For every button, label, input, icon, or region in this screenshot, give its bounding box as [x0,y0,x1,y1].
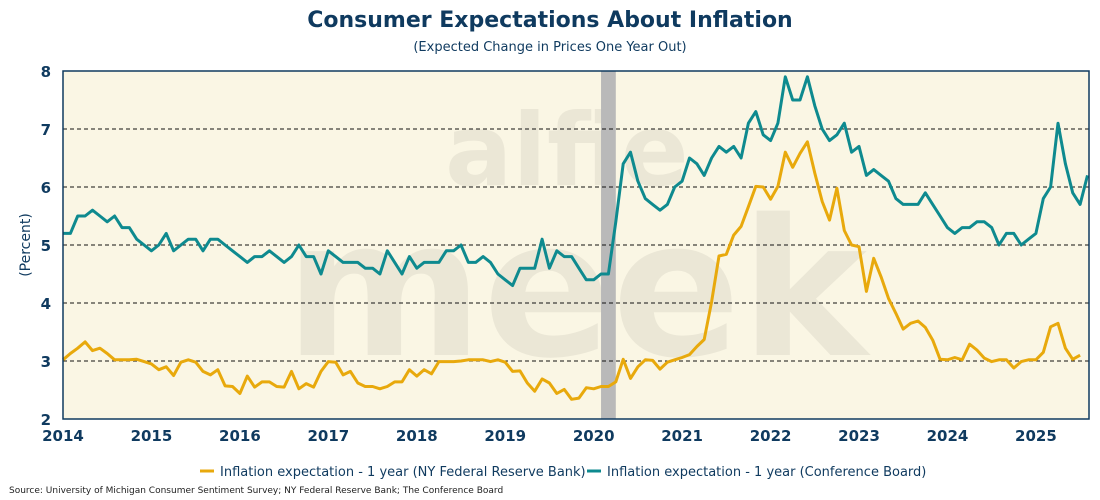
x-tick-label: 2018 [396,427,438,445]
watermark: alfie meek [285,92,871,400]
y-axis-label: (Percent) [18,213,34,277]
y-tick-label: 2 [41,411,51,429]
chart-subtitle: (Expected Change in Prices One Year Out) [413,40,687,55]
x-tick-label: 2022 [750,427,792,445]
plot-border [62,70,1090,420]
x-tick-label: 2019 [484,427,526,445]
x-tick-label: 2020 [573,427,615,445]
recession-band [601,71,616,419]
x-tick-label: 2023 [838,427,880,445]
legend-label-conference-board: Inflation expectation - 1 year (Conferen… [607,465,926,480]
x-tick-label: 2015 [131,427,173,445]
x-tick-label: 2024 [927,427,969,445]
y-tick-label: 6 [41,179,51,197]
series-line-ny-fed [62,140,1081,401]
series-line-conference-board [63,75,1089,288]
source-note: Source: University of Michigan Consumer … [9,486,504,496]
x-tick-label: 2016 [219,427,261,445]
y-tick-label: 7 [41,121,51,139]
y-tick-label: 3 [41,353,51,371]
chart-title: Consumer Expectations About Inflation [307,8,793,33]
y-tick-label: 8 [41,63,51,81]
x-tick-label: 2014 [42,427,84,445]
legend: Inflation expectation - 1 year (NY Feder… [200,465,926,480]
x-tick-label: 2021 [661,427,703,445]
watermark-text: meek [285,179,871,400]
y-tick-label: 5 [41,237,51,255]
watermark-text: alfie [445,92,689,209]
x-tick-label: 2017 [307,427,349,445]
x-tick-label: 2025 [1015,427,1057,445]
y-tick-label: 4 [41,295,51,313]
legend-label-ny-fed: Inflation expectation - 1 year (NY Feder… [220,465,586,480]
